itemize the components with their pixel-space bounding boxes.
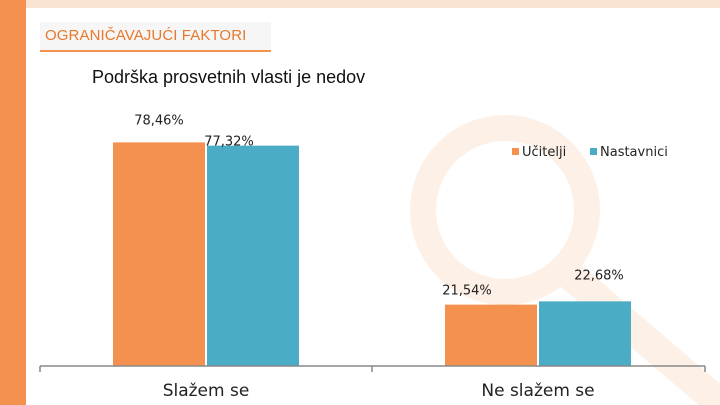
data-label: 77,32% (204, 135, 254, 150)
header-box (40, 22, 271, 52)
legend-label: Nastavnici (600, 145, 668, 160)
category-label: Slažem se (163, 381, 250, 401)
bar-1-1 (113, 142, 205, 366)
top-stripe (26, 0, 720, 8)
magnifier-watermark-icon (410, 115, 720, 405)
bar-2-2 (539, 301, 631, 366)
bar-2-1 (445, 304, 537, 366)
legend-label: Učitelji (522, 145, 566, 160)
slide-subtitle: Podrška prosvetnih vlasti je nedov (92, 67, 366, 87)
data-label: 21,54% (442, 284, 492, 299)
slide-title: OGRANIČAVAJUĆI FAKTORI (45, 27, 247, 44)
data-label: 78,46% (134, 113, 184, 128)
legend-swatch (512, 148, 519, 155)
legend-swatch (590, 148, 597, 155)
category-label: Ne slažem se (481, 381, 594, 401)
bar-1-2 (207, 145, 299, 366)
data-label: 22,68% (574, 268, 624, 283)
accent-sidebar (0, 0, 26, 405)
